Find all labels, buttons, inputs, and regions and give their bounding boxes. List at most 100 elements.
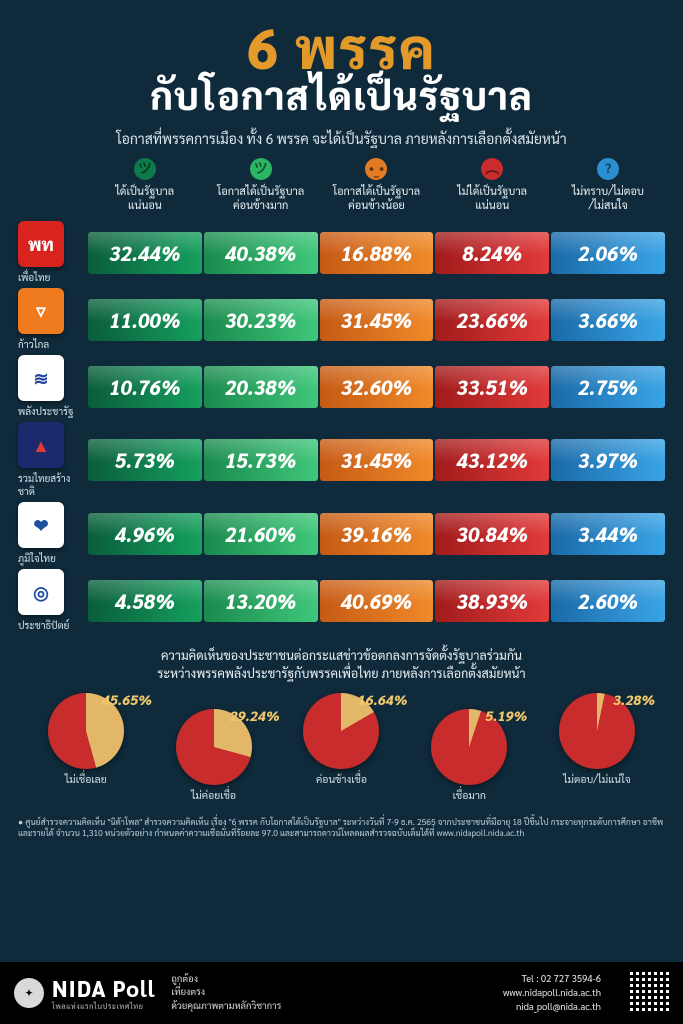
bar-cell: 2.06% <box>551 232 665 274</box>
bar-cell: 11.00% <box>88 299 202 341</box>
bar-value: 33.51% <box>457 374 528 400</box>
header-l1: ได้เป็นรัฐบาล <box>116 184 175 198</box>
bar-value: 13.20% <box>225 588 296 614</box>
bar-value: 2.60% <box>578 588 638 614</box>
contact-mail: nida_poll@nida.ac.th <box>503 1000 601 1014</box>
pie-value: 29.24% <box>230 707 280 725</box>
bar-rows: พทเพื่อไทย 32.44% 40.38% 16.88% 8.24% 2.06% ▽ ก… <box>18 221 665 632</box>
slogan-l1: ถูกต้อง <box>171 973 198 985</box>
question2-line1: ความคิดเห็นของประชาชนต่อกระแสข่าวข้อตกลง… <box>161 647 522 663</box>
bar-value: 3.44% <box>578 521 638 547</box>
party-col: พทเพื่อไทย <box>18 221 88 284</box>
bar-value: 32.60% <box>341 374 412 400</box>
header-cell: ツได้เป็นรัฐบาลแน่นอน <box>88 158 202 212</box>
bar-value: 3.66% <box>578 307 638 333</box>
party-name: ภูมิใจไทย <box>18 552 56 565</box>
bar-value: 4.96% <box>115 521 175 547</box>
bar-cell: 8.24% <box>435 232 549 274</box>
bar-value: 5.73% <box>115 447 175 473</box>
footnote: ● ศูนย์สำรวจความคิดเห็น "นิด้าโพล" สำรวจ… <box>18 816 665 840</box>
bar-cell: 39.16% <box>320 513 434 555</box>
party-name: ประชาธิปัตย์ <box>18 619 69 632</box>
bar-value: 16.88% <box>341 240 412 266</box>
header-l2: ค่อนข้างมาก <box>233 198 288 212</box>
face-icon: •_• <box>365 158 387 180</box>
bar-value: 21.60% <box>225 521 296 547</box>
party-row: ❤ภูมิใจไทย4.96%21.60%39.16%30.84%3.44% <box>18 502 665 565</box>
party-col: ❤ ภูมิใจไทย <box>18 502 88 565</box>
header-l1: โอกาสได้เป็นรัฐบาล <box>333 184 420 198</box>
column-headers: ツ ได้เป็นรัฐบาลแน่นอน ツ โอกาสได้เป็นรัฐบาลค… <box>88 158 665 212</box>
bar-value: 4.58% <box>115 588 175 614</box>
party-logo-icon: ▽ <box>18 288 64 334</box>
bar-cell: 2.75% <box>551 366 665 408</box>
bar-cell: 2.60% <box>551 580 665 622</box>
subtitle: โอกาสที่พรรคการเมือง ทั้ง 6 พรรค จะได้เป… <box>18 130 665 148</box>
party-logo-icon: พท <box>18 221 64 267</box>
bar-cell: 16.88% <box>320 232 434 274</box>
face-icon: ツ <box>250 158 272 180</box>
party-name: รวมไทยสร้างชาติ <box>18 472 86 498</box>
bar-group: 5.73%15.73%31.45%43.12%3.97% <box>88 439 665 481</box>
pie-item: 5.19%เชื่อมาก <box>431 709 507 802</box>
bar-value: 40.38% <box>225 240 296 266</box>
contact-site: www.nidapoll.nida.ac.th <box>503 986 601 1000</box>
face-icon: ツ <box>134 158 156 180</box>
party-logo-icon: ◎ <box>18 569 64 615</box>
party-row: ◎ประชาธิปัตย์4.58%13.20%40.69%38.93%2.60… <box>18 569 665 632</box>
title-main: 6 พรรค <box>18 18 665 74</box>
bar-cell: 32.44% <box>88 232 202 274</box>
title-block: 6 พรรค กับโอกาสได้เป็นรัฐบาล <box>18 18 665 116</box>
header-l2: แน่นอน <box>475 198 509 212</box>
party-row: ▽ ก้าวไกล 11.00% 30.23% 31.45%23.66% 3.66% <box>18 288 665 351</box>
party-logo-icon: ❤ <box>18 502 64 548</box>
bar-cell: 3.66% <box>551 299 665 341</box>
header-l2: /ไม่สนใจ <box>588 198 627 212</box>
pie-item: 45.65%ไม่เชื่อเลย <box>48 693 124 786</box>
bar-value: 15.73% <box>225 447 296 473</box>
bar-cell: 23.66% <box>435 299 549 341</box>
bar-value: 2.06% <box>578 240 638 266</box>
pie-value: 45.65% <box>102 691 152 709</box>
bar-value: 20.38% <box>225 374 296 400</box>
bar-value: 2.75% <box>578 374 638 400</box>
bar-cell: 5.73% <box>88 439 202 481</box>
party-logo-icon: ▲ <box>18 422 64 468</box>
pie-item: 3.28%ไม่ตอบ/ไม่แน่ใจ <box>559 693 635 786</box>
bar-cell: 40.38% <box>204 232 318 274</box>
party-col: ▲ รวมไทยสร้างชาติ <box>18 422 88 498</box>
bar-value: 31.45% <box>341 447 412 473</box>
header-cell: ︵ไม่ได้เป็นรัฐบาลแน่นอน <box>435 158 549 212</box>
contacts: Tel : 02 727 3594-6 www.nidapoll.nida.ac… <box>503 972 601 1015</box>
bar-value: 10.76% <box>109 374 180 400</box>
bar-cell: 32.60% <box>320 366 434 408</box>
bar-value: 3.97% <box>578 447 638 473</box>
party-name: เพื่อไทย <box>18 271 50 284</box>
pie-label: ไม่เชื่อเลย <box>65 773 107 786</box>
slogan-l3: ด้วยคุณภาพตามหลักวิชาการ <box>171 1000 281 1012</box>
face-icon: ? <box>597 158 619 180</box>
bar-value: 30.23% <box>225 307 296 333</box>
party-name: ก้าวไกล <box>18 338 49 351</box>
bar-value: 32.44% <box>109 240 180 266</box>
bar-cell: 31.45% <box>320 299 434 341</box>
header-l1: ไม่ทราบ/ไม่ตอบ <box>572 184 644 198</box>
pie-label: ไม่ตอบ/ไม่แน่ใจ <box>563 773 630 786</box>
bar-cell: 13.20% <box>204 580 318 622</box>
bar-cell: 3.44% <box>551 513 665 555</box>
bar-cell: 4.96% <box>88 513 202 555</box>
qr-code-icon <box>627 972 669 1014</box>
slogan: ถูกต้อง เที่ยงตรง ด้วยคุณภาพตามหลักวิชาก… <box>171 973 281 1013</box>
bar-cell: 20.38% <box>204 366 318 408</box>
header-cell: •_•โอกาสได้เป็นรัฐบาลค่อนข้างน้อย <box>320 158 434 212</box>
pie-item: 29.24%ไม่ค่อยเชื่อ <box>176 709 252 802</box>
bar-value: 39.16% <box>341 521 412 547</box>
party-col: ≋พลังประชารัฐ <box>18 355 88 418</box>
pie-value: 3.28% <box>613 691 655 709</box>
bar-cell: 30.23% <box>204 299 318 341</box>
pie-row: 45.65%ไม่เชื่อเลย29.24%ไม่ค่อยเชื่อ16.64… <box>18 693 665 802</box>
bar-cell: 4.58% <box>88 580 202 622</box>
pie-label: ค่อนข้างเชื่อ <box>316 773 367 786</box>
party-name: พลังประชารัฐ <box>18 405 73 418</box>
bar-group: 4.96%21.60%39.16%30.84%3.44% <box>88 513 665 555</box>
